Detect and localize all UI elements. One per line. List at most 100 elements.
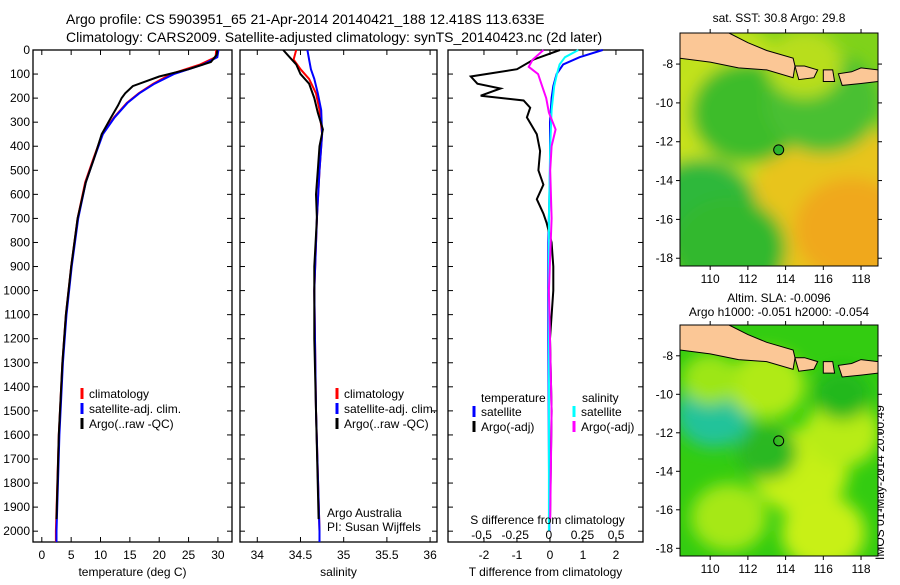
legend-label: satellite-adj. clim. xyxy=(344,402,436,416)
y-tick-label: 1300 xyxy=(3,356,30,370)
y-tick-label: 800 xyxy=(10,235,30,249)
lat-tick-label: -16 xyxy=(656,212,674,226)
argo-profile-marker xyxy=(773,144,785,156)
y-tick-label: 300 xyxy=(10,115,30,129)
series-argo-raw-qc- xyxy=(55,49,219,520)
y-tick-label: 1900 xyxy=(3,500,30,514)
map-field-blobs xyxy=(680,350,878,556)
sst-map: 110 112 114 116 118 -8 -10 -12 -14 -16 -18 sat. SST… xyxy=(656,11,882,286)
sla-map-title: Altim. SLA: -0.0096 xyxy=(727,291,831,305)
salinity-frame xyxy=(239,49,438,543)
s-tick-label: 0 xyxy=(546,528,553,542)
legend-title-salinity: salinity xyxy=(582,391,619,405)
y-tick-label: 500 xyxy=(10,163,30,177)
field-blob xyxy=(691,483,768,552)
y-tick-label: 1500 xyxy=(3,404,30,418)
land-mass xyxy=(794,65,819,81)
s-tick-label: 0.5 xyxy=(608,528,625,542)
legend-label: satellite xyxy=(481,405,522,419)
y-tick-label: 600 xyxy=(10,187,30,201)
x-tick-label: -2 xyxy=(479,548,490,562)
x-tick-label: 35.5 xyxy=(375,548,399,562)
series-salinity-argo-adj- xyxy=(527,49,557,520)
differences-panel: -2 -1 0 1 2 T difference from climatology temp… xyxy=(447,49,644,579)
x-tick-label: 34 xyxy=(251,548,265,562)
legend-label: Argo(..raw -QC) xyxy=(344,417,429,431)
lat-tick-label: -12 xyxy=(656,135,674,149)
legend-label: Argo(..raw -QC) xyxy=(89,417,174,431)
lon-tick-label: 116 xyxy=(814,272,833,286)
map-field-blobs xyxy=(680,33,878,266)
land-mass xyxy=(837,359,878,378)
y-tick-label: 200 xyxy=(10,91,30,105)
series-satellite-adj-clim- xyxy=(55,49,220,542)
lat-tick-label: -8 xyxy=(662,57,673,71)
lon-tick-label: 118 xyxy=(851,272,870,286)
series-argo-raw-qc- xyxy=(282,49,324,520)
x-tick-label: 10 xyxy=(94,548,108,562)
field-blob xyxy=(804,398,878,467)
field-blob xyxy=(794,178,878,266)
x-tick-label: 34.5 xyxy=(289,548,313,562)
field-blob xyxy=(680,197,787,266)
map-frame xyxy=(679,324,879,557)
lon-tick-label: 114 xyxy=(776,562,795,576)
temperature-panel: 0 5 10 15 20 25 30 temperature (deg C) 0 100 200 30… xyxy=(3,43,233,579)
field-blob xyxy=(681,353,739,405)
y-tick-label: 1400 xyxy=(3,380,30,394)
y-tick-label: 1000 xyxy=(3,284,30,298)
series-temperature-satellite xyxy=(547,49,603,532)
y-tick-label: 400 xyxy=(10,139,30,153)
lat-tick-label: -16 xyxy=(656,503,674,517)
y-tick-label: 1600 xyxy=(3,428,30,442)
map-frame xyxy=(679,32,879,267)
lat-tick-label: -8 xyxy=(662,349,673,363)
figure-title-line1: Argo profile: CS 5903951_65 21-Apr-2014 … xyxy=(66,11,544,27)
legend-label: satellite xyxy=(581,405,622,419)
sst-map-title: sat. SST: 30.8 Argo: 29.8 xyxy=(713,11,846,25)
x-tick-label: -1 xyxy=(512,548,523,562)
series-climatology xyxy=(54,49,218,542)
lon-tick-label: 118 xyxy=(851,562,870,576)
y-tick-label: 2000 xyxy=(3,524,30,538)
map-field xyxy=(680,325,878,556)
field-blob xyxy=(736,424,798,480)
x-tick-label: 25 xyxy=(182,548,196,562)
s-axis-label: S difference from climatology xyxy=(470,513,625,527)
y-tick-label: 900 xyxy=(10,260,30,274)
legend-title-temperature: temperature xyxy=(481,391,546,405)
land-mass xyxy=(837,67,878,86)
lat-tick-label: -12 xyxy=(656,426,674,440)
y-tick-label: 100 xyxy=(10,67,30,81)
x-axis-label: temperature (deg C) xyxy=(78,565,186,579)
figure-title-line2: Climatology: CARS2009. Satellite-adjuste… xyxy=(66,29,602,45)
s-tick-label: 0.25 xyxy=(571,528,595,542)
land-mass xyxy=(794,357,819,372)
y-tick-label: 1800 xyxy=(3,476,30,490)
argo-annotation: PI: Susan Wijffels xyxy=(327,520,421,534)
land-mass xyxy=(822,361,836,374)
lon-tick-label: 110 xyxy=(701,272,720,286)
land-mass xyxy=(822,69,836,82)
lon-tick-label: 110 xyxy=(701,562,720,576)
x-tick-label: 36 xyxy=(423,548,437,562)
lon-tick-label: 116 xyxy=(814,562,833,576)
x-tick-label: 15 xyxy=(123,548,137,562)
x-tick-label: 1 xyxy=(580,548,587,562)
y-tick-label: 1200 xyxy=(3,332,30,346)
x-tick-label: 0 xyxy=(38,548,45,562)
field-blob xyxy=(781,495,866,556)
lat-tick-label: -10 xyxy=(656,96,674,110)
s-tick-label: -0.5 xyxy=(471,528,492,542)
sla-map-subtitle: Argo h1000: -0.051 h2000: -0.054 xyxy=(689,305,869,319)
lat-tick-label: -18 xyxy=(656,251,674,265)
lat-tick-label: -14 xyxy=(656,174,674,188)
argo-annotation: Argo Australia xyxy=(327,506,402,520)
x-tick-label: 5 xyxy=(68,548,75,562)
series-temperature-argo-adj- xyxy=(468,49,561,520)
x-tick-label: 20 xyxy=(153,548,167,562)
field-blob xyxy=(813,368,871,420)
x-axis-label: salinity xyxy=(320,565,357,579)
lon-tick-label: 112 xyxy=(738,562,757,576)
legend-label: climatology xyxy=(344,387,404,401)
